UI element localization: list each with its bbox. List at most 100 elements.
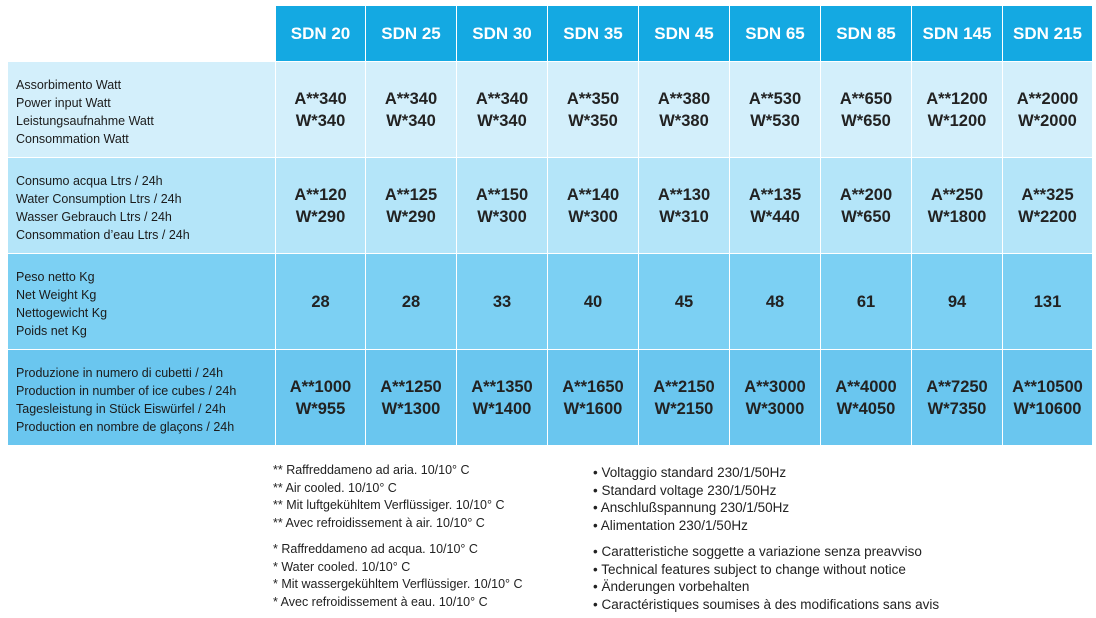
table-cell: A**4000 W*4050: [820, 349, 912, 446]
table-cell: 61: [820, 253, 912, 350]
table-cell: A**325 W*2200: [1002, 157, 1093, 254]
cell-value: W*290: [386, 207, 436, 226]
note-line: • Caratteristiche soggette a variazione …: [593, 544, 922, 559]
note-group: • Voltaggio standard 230/1/50Hz • Standar…: [593, 464, 939, 534]
cell-value: W*1200: [927, 111, 987, 130]
cell-value: 94: [947, 292, 967, 311]
cell-value: A**2150: [653, 377, 715, 396]
table-cell: A**1200 W*1200: [911, 61, 1003, 158]
table-cell: A**530 W*530: [729, 61, 821, 158]
cell-value: A**1000: [289, 377, 352, 396]
table-cell: 28: [275, 253, 366, 350]
row-label-line: Consommation d’eau Ltrs / 24h: [16, 227, 190, 242]
table-cell: A**1000 W*955: [275, 349, 366, 446]
table-cell: A**2000 W*2000: [1002, 61, 1093, 158]
cell-value: W*650: [841, 207, 891, 226]
footnotes-cooling: ** Raffreddameno ad aria. 10/10° C ** Air…: [273, 462, 523, 618]
cell-value: 48: [765, 292, 785, 311]
note-group: * Raffreddameno ad acqua. 10/10° C * Wate…: [273, 541, 523, 611]
col-header: SDN 45: [638, 5, 730, 62]
cell-value: A**1200: [926, 89, 988, 108]
table-cell: A**135 W*440: [729, 157, 821, 254]
col-header: SDN 30: [456, 5, 548, 62]
table-cell: A**250 W*1800: [911, 157, 1003, 254]
cell-value: A**10500: [1012, 377, 1083, 396]
row-label-line: Power input Watt: [16, 95, 111, 110]
table-cell: A**2150 W*2150: [638, 349, 730, 446]
table-cell: A**3000 W*3000: [729, 349, 821, 446]
cell-value: 61: [856, 292, 876, 311]
cell-value: A**325: [1021, 185, 1074, 204]
table-cell: A**125 W*290: [365, 157, 457, 254]
table-cell: A**10500 W*10600: [1002, 349, 1093, 446]
cell-value: W*300: [477, 207, 527, 226]
cell-value: W*310: [659, 207, 709, 226]
cell-value: W*300: [568, 207, 618, 226]
table-cell: A**350 W*350: [547, 61, 639, 158]
row-label-line: Production en nombre de glaçons / 24h: [16, 419, 235, 434]
row-label-line: Assorbimento Watt: [16, 77, 122, 92]
table-cell: 45: [638, 253, 730, 350]
row-label-line: Produzione in numero di cubetti / 24h: [16, 365, 224, 380]
note-line: • Technical features subject to change w…: [593, 561, 906, 577]
cell-value: W*10600: [1013, 399, 1082, 418]
cell-value: 131: [1033, 292, 1062, 311]
cell-value: A**250: [930, 185, 984, 204]
col-header: SDN 20: [275, 5, 366, 62]
cell-value: W*650: [841, 111, 891, 130]
cell-value: A**3000: [744, 377, 806, 396]
note-line: ** Raffreddameno ad aria. 10/10° C: [273, 463, 470, 477]
cell-value: A**380: [657, 89, 711, 108]
cell-value: A**650: [839, 89, 893, 108]
col-header: SDN 25: [365, 5, 457, 62]
row-label-line: Water Consumption Ltrs / 24h: [16, 191, 182, 206]
col-header: SDN 85: [820, 5, 912, 62]
table-cell: A**7250 W*7350: [911, 349, 1003, 446]
table-cell: A**380 W*380: [638, 61, 730, 158]
cell-value: 28: [401, 292, 421, 311]
note-line: * Mit wassergekühltem Verflüssiger. 10/1…: [273, 577, 523, 591]
cell-value: A**130: [657, 185, 711, 204]
row-label-line: Tagesleistung in Stück Eiswürfel / 24h: [16, 401, 226, 416]
note-line: • Änderungen vorbehalten: [593, 579, 750, 594]
note-line: • Standard voltage 230/1/50Hz: [593, 482, 777, 498]
col-header: SDN 215: [1002, 5, 1093, 62]
cell-value: W*7350: [927, 399, 987, 418]
cell-value: W*1400: [472, 399, 532, 418]
cell-value: A**200: [839, 185, 893, 204]
row-label-line: Consumo acqua Ltrs / 24h: [16, 173, 163, 188]
row-label-line: Consommation Watt: [16, 131, 129, 146]
note-group: • Caratteristiche soggette a variazione …: [593, 543, 939, 613]
cell-value: W*380: [659, 111, 709, 130]
table-cell: A**340 W*340: [275, 61, 366, 158]
table-cell: A**1650 W*1600: [547, 349, 639, 446]
cell-value: W*340: [386, 111, 436, 130]
row-label-line: Wasser Gebrauch Ltrs / 24h: [16, 209, 172, 224]
cell-value: A**135: [748, 185, 802, 204]
col-header: SDN 65: [729, 5, 821, 62]
table-cell: A**200 W*650: [820, 157, 912, 254]
col-header: SDN 35: [547, 5, 639, 62]
note-line: ** Mit luftgekühltem Verflüssiger. 10/10…: [273, 498, 505, 512]
table-cell: A**120 W*290: [275, 157, 366, 254]
cell-value: A**340: [384, 89, 438, 108]
cell-value: W*340: [477, 111, 527, 130]
cell-value: W*3000: [745, 399, 805, 418]
note-line: • Anschlußspannung 230/1/50Hz: [593, 500, 790, 515]
table-row: Consumo acqua Ltrs / 24h Water Consumptio…: [7, 157, 1093, 254]
table-cell: A**340 W*340: [456, 61, 548, 158]
cell-value: W*440: [750, 207, 800, 226]
table-cell: 94: [911, 253, 1003, 350]
cell-value: A**4000: [835, 377, 897, 396]
note-line: • Voltaggio standard 230/1/50Hz: [593, 465, 787, 480]
row-label-line: Peso netto Kg: [16, 269, 95, 284]
note-line: ** Avec refroidissement à air. 10/10° C: [273, 515, 485, 530]
cell-value: W*290: [295, 207, 346, 226]
cell-value: A**340: [294, 89, 347, 108]
cell-value: A**7250: [926, 377, 988, 396]
cell-value: A**530: [748, 89, 802, 108]
cell-value: W*1300: [381, 399, 441, 418]
cell-value: A**2000: [1016, 89, 1079, 108]
spec-table: SDN 20 SDN 25 SDN 30 SDN 35 SDN 45 SDN 6…: [7, 5, 1093, 446]
table-cell: 40: [547, 253, 639, 350]
